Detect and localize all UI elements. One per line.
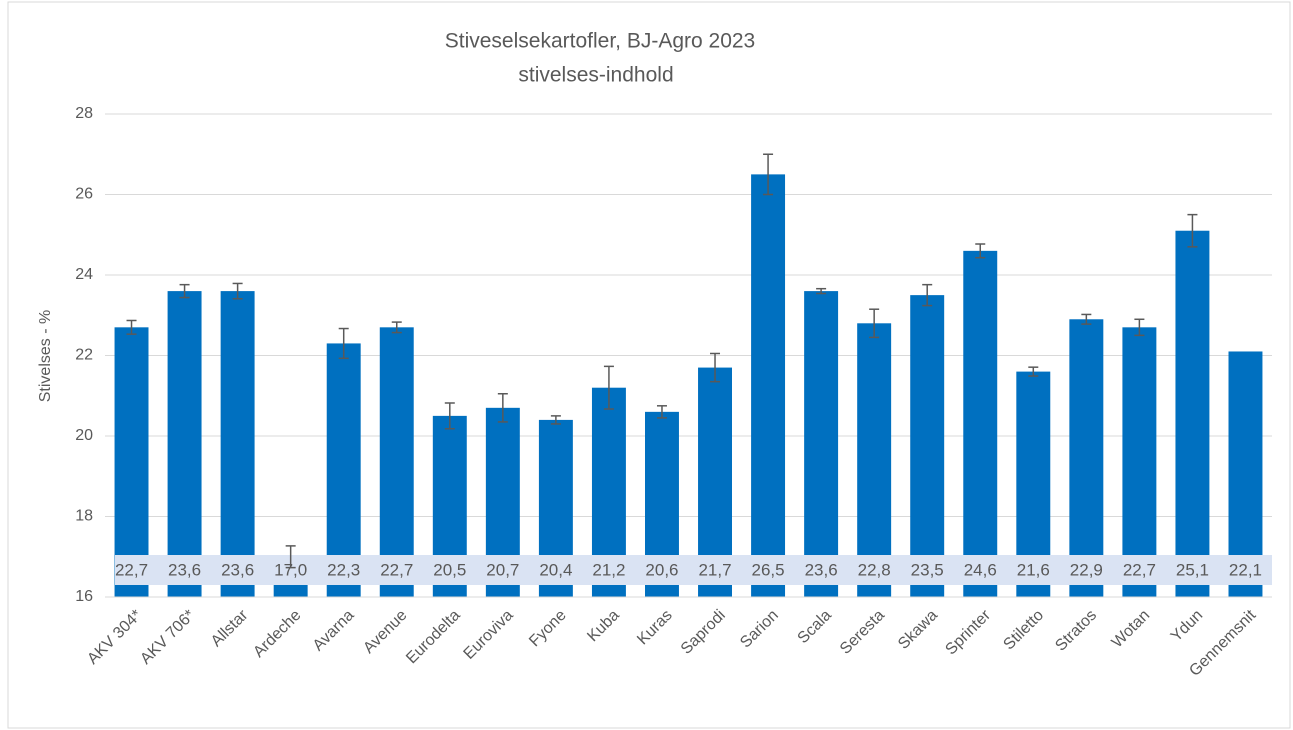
error-bar (710, 352, 721, 383)
bar (1069, 319, 1104, 597)
bar (326, 343, 361, 597)
value-label: 23,6 (805, 560, 838, 579)
value-label: 22,8 (858, 560, 891, 579)
error-bar (232, 282, 243, 300)
chart-subtitle: stivelses-indhold (518, 64, 673, 87)
error-bar (497, 392, 508, 423)
value-label: 22,9 (1070, 560, 1103, 579)
value-label: 22,3 (327, 560, 360, 579)
bar (167, 291, 202, 597)
value-label: 22,1 (1229, 560, 1262, 579)
error-bar (975, 243, 986, 259)
y-tick-label: 24 (75, 266, 93, 283)
y-tick-label: 20 (75, 427, 93, 444)
bar (220, 291, 255, 597)
error-bar (391, 321, 402, 334)
value-label: 20,7 (486, 560, 519, 579)
value-label: 22,7 (115, 560, 148, 579)
error-bar (656, 405, 667, 419)
error-bar (1187, 213, 1198, 248)
y-axis-label: Stivelses - % (37, 310, 54, 402)
chart-title: Stiveselsekartofler, BJ-Agro 2023 (445, 30, 756, 53)
value-label: 25,1 (1176, 560, 1209, 579)
value-label: 20,4 (539, 560, 572, 579)
error-bar (816, 287, 827, 295)
bar (114, 327, 149, 597)
error-bar (444, 402, 455, 430)
bar (379, 327, 414, 597)
error-bar (126, 319, 137, 335)
error-bar (550, 415, 561, 425)
value-label: 26,5 (752, 560, 785, 579)
value-label: 21,6 (1017, 560, 1050, 579)
error-bar (603, 365, 614, 410)
data-table-strip (115, 555, 1272, 585)
error-bar (1081, 313, 1092, 325)
error-bar (285, 545, 296, 569)
error-bar (1134, 318, 1145, 337)
y-tick-label: 28 (75, 105, 93, 122)
value-label: 17,0 (274, 560, 307, 579)
error-bar (869, 308, 880, 339)
value-label: 23,6 (221, 560, 254, 579)
value-label: 22,7 (380, 560, 413, 579)
error-bar (922, 283, 933, 307)
value-label: 22,7 (1123, 560, 1156, 579)
bar (963, 250, 998, 597)
error-bar (338, 327, 349, 360)
bar (804, 291, 839, 597)
value-label: 20,6 (645, 560, 678, 579)
value-label: 20,5 (433, 560, 466, 579)
bar (857, 323, 892, 597)
bar (1175, 230, 1210, 597)
value-label: 24,6 (964, 560, 997, 579)
error-bar (179, 283, 190, 299)
error-bar (763, 153, 774, 196)
error-bar (1028, 366, 1039, 377)
value-label: 21,7 (698, 560, 731, 579)
value-label: 21,2 (592, 560, 625, 579)
bar (1122, 327, 1157, 597)
y-tick-label: 18 (75, 508, 93, 525)
y-tick-label: 26 (75, 186, 93, 203)
bar (910, 295, 945, 597)
bar (751, 174, 786, 597)
value-label: 23,5 (911, 560, 944, 579)
y-tick-label: 22 (75, 347, 93, 364)
value-label: 23,6 (168, 560, 201, 579)
y-tick-label: 16 (75, 588, 93, 605)
